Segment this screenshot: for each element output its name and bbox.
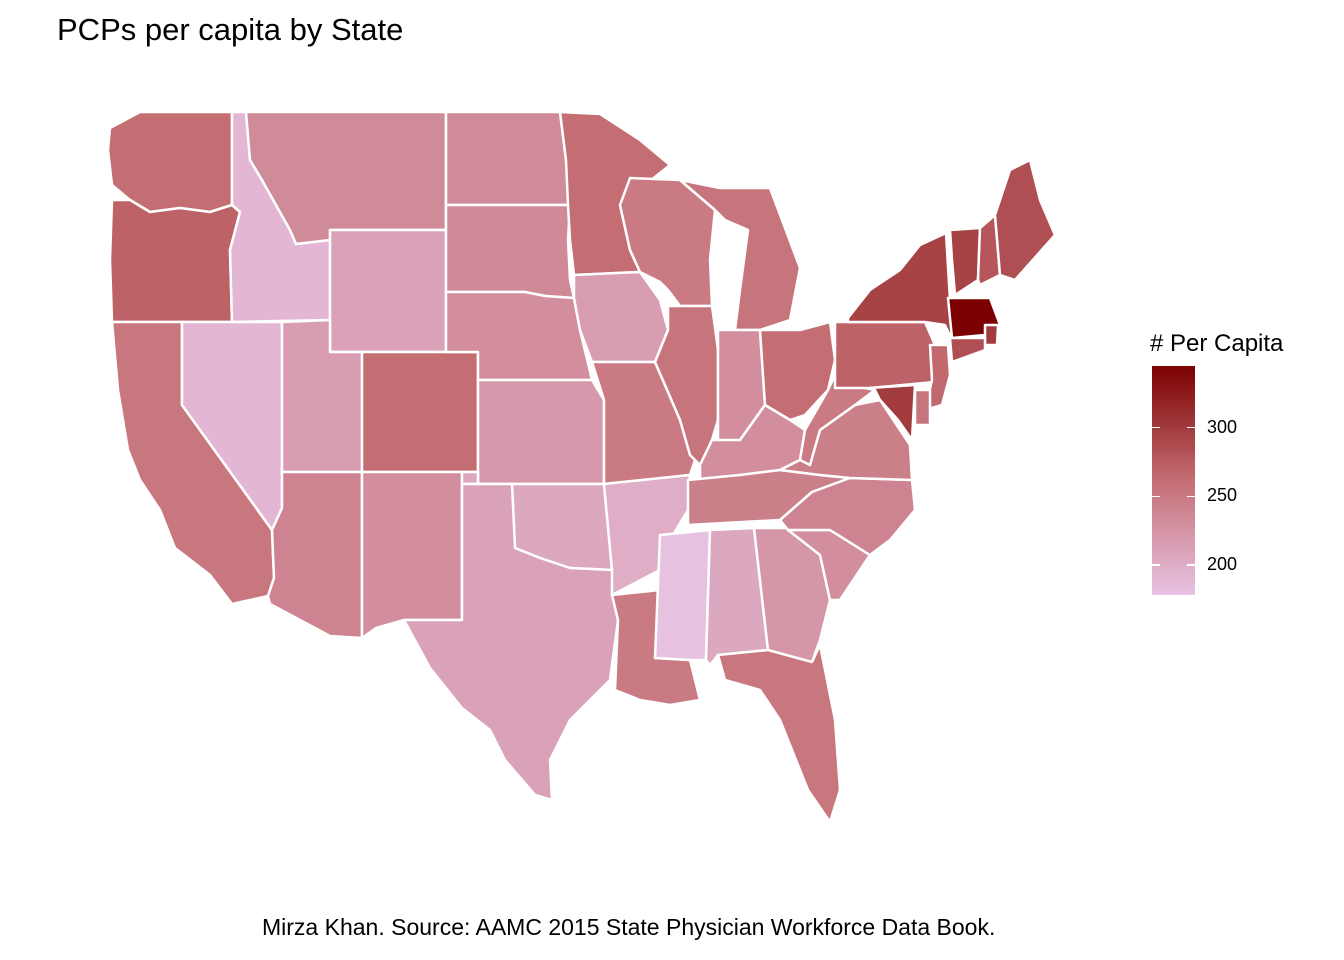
state-ia xyxy=(572,270,670,364)
state-ks xyxy=(476,378,606,486)
map-title: PCPs per capita by State xyxy=(57,12,404,47)
legend-tick-mark xyxy=(1152,426,1160,429)
state-co xyxy=(360,350,480,474)
state-ms xyxy=(653,528,712,662)
state-wv xyxy=(798,373,877,467)
state-ct xyxy=(948,336,987,364)
state-ne xyxy=(444,290,594,382)
legend-tick-label: 250 xyxy=(1207,485,1238,506)
legend-tick-mark xyxy=(1187,564,1195,566)
state-me xyxy=(993,158,1057,282)
state-sd xyxy=(444,203,576,300)
legend-colorbar xyxy=(1152,366,1195,595)
state-or xyxy=(108,198,242,324)
legend-tick-label: 200 xyxy=(1207,553,1238,574)
state-nm xyxy=(360,470,464,640)
state-nh xyxy=(976,213,1002,287)
state-az xyxy=(266,470,364,640)
state-tx xyxy=(402,482,620,802)
legend-title: # Per Capita xyxy=(1150,330,1284,357)
legend-tick-mark xyxy=(1152,564,1160,566)
legend-tick-mark xyxy=(1187,426,1195,429)
state-vt xyxy=(948,226,982,297)
state-wa xyxy=(106,110,234,214)
state-de xyxy=(913,388,932,427)
state-nd xyxy=(444,110,572,207)
legend-tick-label: 300 xyxy=(1207,416,1238,437)
legend-tick-mark xyxy=(1187,495,1195,498)
state-ri xyxy=(983,323,1000,347)
legend-tick-mark xyxy=(1152,495,1160,498)
state-fl xyxy=(716,643,842,824)
source-caption: Mirza Khan. Source: AAMC 2015 State Phys… xyxy=(262,914,996,940)
state-md xyxy=(868,383,917,442)
state-wy xyxy=(328,228,448,354)
state-pa xyxy=(833,320,937,390)
